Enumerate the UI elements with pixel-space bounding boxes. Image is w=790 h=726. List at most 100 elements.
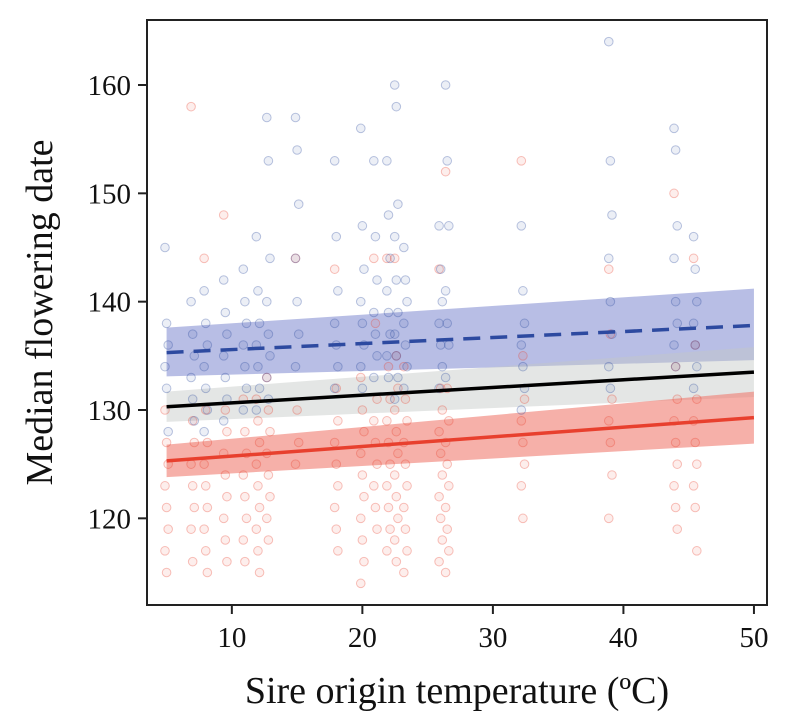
- data-point-2-18-7: [670, 502, 681, 513]
- data-point-2-14-5: [437, 470, 448, 480]
- data-point-0-6-3: [261, 296, 272, 307]
- data-point-0-9-4: [357, 318, 368, 329]
- data-point-2-5-5: [254, 502, 265, 513]
- data-point-2-6-1: [263, 405, 274, 415]
- x-tick-label-4: 50: [739, 622, 768, 654]
- data-point-0-7-4: [292, 296, 302, 307]
- data-point-2-19-4: [690, 437, 701, 448]
- data-point-0-19-5: [692, 361, 702, 372]
- data-point-0-0-0: [160, 242, 170, 253]
- data-point-0-2-1: [200, 318, 211, 329]
- data-point-0-9-0: [355, 123, 366, 134]
- data-point-2-4-6: [238, 535, 249, 545]
- data-point-2-17-3: [603, 416, 614, 426]
- data-point-0-11-5: [385, 329, 395, 339]
- data-point-2-11-8: [385, 524, 395, 534]
- fit-line-2: [166, 415, 755, 463]
- data-point-2-15-2: [444, 416, 454, 426]
- data-point-2-13-5: [402, 481, 412, 491]
- data-point-2-19-2: [692, 394, 702, 404]
- data-point-0-6-6: [261, 372, 272, 383]
- data-point-0-6-5: [265, 351, 275, 361]
- x-axis-title: Sire origin temperature (ºC): [245, 670, 669, 712]
- data-point-2-0-6: [160, 546, 170, 556]
- data-point-0-12-7: [391, 351, 402, 361]
- data-point-0-16-6: [516, 405, 527, 415]
- data-point-2-8-2: [333, 416, 343, 426]
- data-point-2-10-8: [372, 524, 382, 534]
- data-point-0-17-2: [607, 210, 617, 220]
- data-point-2-16-3: [516, 416, 527, 426]
- data-point-2-8-0: [329, 264, 340, 274]
- scatter-points: [160, 36, 702, 589]
- data-point-0-9-2: [359, 264, 369, 274]
- data-point-0-3-0: [218, 275, 229, 285]
- data-point-0-15-2: [444, 221, 454, 231]
- data-point-2-18-8: [672, 524, 683, 534]
- data-point-2-2-2: [202, 437, 213, 448]
- data-point-0-6-1: [263, 156, 274, 166]
- data-point-2-8-7: [331, 524, 342, 534]
- data-point-0-13-1: [400, 275, 411, 285]
- data-point-2-3-1: [220, 405, 231, 415]
- data-point-0-15-0: [440, 80, 451, 90]
- data-point-2-2-4: [200, 481, 211, 491]
- data-point-0-15-4: [442, 318, 453, 329]
- data-point-2-0-3: [160, 481, 170, 491]
- data-point-2-1-5: [189, 502, 200, 513]
- data-point-2-1-1: [187, 416, 198, 426]
- data-point-0-9-3: [355, 296, 366, 307]
- data-point-2-4-1: [240, 426, 250, 437]
- data-point-2-4-3: [238, 470, 249, 480]
- data-point-0-11-0: [382, 156, 392, 166]
- data-point-0-9-6: [355, 361, 366, 372]
- y-tick-label-3: 150: [88, 178, 132, 210]
- x-tick-label-2: 30: [478, 622, 507, 654]
- data-point-0-8-0: [329, 156, 340, 166]
- data-point-2-16-7: [518, 513, 528, 524]
- data-point-2-12-1: [391, 351, 402, 361]
- data-point-0-4-4: [240, 361, 250, 372]
- data-point-0-1-3: [186, 372, 196, 383]
- data-point-2-15-8: [444, 546, 454, 556]
- data-point-2-15-6: [440, 502, 451, 513]
- x-axis-ticks: 10 20 30 40 50: [217, 605, 768, 654]
- data-point-2-6-6: [261, 513, 272, 524]
- data-point-0-11-7: [383, 372, 394, 383]
- data-point-0-13-5: [402, 361, 412, 372]
- data-point-0-17-1: [605, 156, 616, 166]
- data-point-2-18-4: [670, 437, 681, 448]
- data-point-2-13-6: [399, 502, 409, 513]
- data-point-0-7-1: [292, 145, 302, 155]
- fit-lines: [166, 323, 755, 463]
- data-point-2-3-0: [218, 210, 229, 220]
- data-point-0-14-3: [434, 318, 444, 329]
- data-point-0-15-6: [440, 372, 451, 383]
- data-point-2-11-6: [382, 481, 392, 491]
- data-point-2-1-7: [187, 556, 198, 567]
- data-point-0-3-6: [218, 416, 229, 426]
- data-point-0-12-1: [391, 101, 402, 112]
- data-point-2-3-6: [218, 513, 229, 524]
- data-point-2-1-0: [186, 101, 196, 112]
- data-point-2-16-4: [518, 437, 528, 448]
- data-point-0-18-1: [670, 145, 681, 155]
- data-point-2-13-2: [402, 416, 412, 426]
- data-point-0-10-3: [369, 307, 379, 318]
- data-point-0-8-6: [329, 383, 340, 394]
- data-point-0-19-2: [692, 296, 702, 307]
- data-point-2-1-6: [186, 524, 196, 534]
- data-point-0-10-4: [370, 329, 381, 339]
- data-point-2-2-7: [200, 546, 211, 556]
- data-point-2-10-7: [370, 502, 381, 513]
- data-point-2-3-7: [220, 535, 231, 545]
- data-point-2-14-0: [434, 264, 444, 274]
- data-point-2-15-9: [440, 567, 451, 578]
- data-point-2-9-0: [355, 372, 366, 383]
- data-point-2-8-8: [333, 546, 343, 556]
- data-point-0-11-4: [383, 307, 394, 318]
- data-point-2-1-3: [186, 459, 196, 469]
- data-point-0-12-3: [389, 231, 400, 242]
- data-point-2-19-6: [688, 481, 699, 491]
